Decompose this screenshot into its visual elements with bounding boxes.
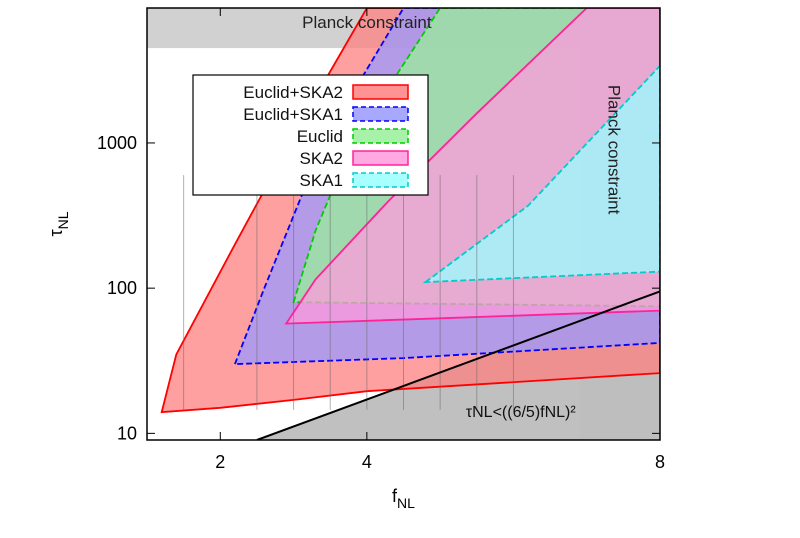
y-tick-label: 100 <box>107 278 137 298</box>
legend-label-euclid: Euclid <box>297 127 343 146</box>
legend-label-ska2: SKA2 <box>300 149 343 168</box>
legend-swatch-ska2 <box>352 150 409 166</box>
x-axis-label: fNL <box>392 486 415 511</box>
legend-label-euclid-ska2: Euclid+SKA2 <box>243 83 343 102</box>
x-tick-label: 4 <box>362 452 372 472</box>
x-tick-label: 8 <box>655 452 665 472</box>
y-tick-label: 10 <box>117 423 137 443</box>
y-tick-label: 1000 <box>97 133 137 153</box>
legend-label-ska1: SKA1 <box>300 171 343 190</box>
tau-bound-line <box>256 290 660 440</box>
planck-fnl-constraint-label: Planck constraint <box>605 85 624 215</box>
region-ska1 <box>422 64 660 284</box>
x-tick-label: 2 <box>215 452 225 472</box>
plot-area: Planck constraint Planck constraint τNL<((… <box>147 8 660 440</box>
legend-swatch-euclid-ska1 <box>352 106 409 122</box>
legend-swatch-euclid-ska2 <box>352 84 409 100</box>
legend-label-euclid-ska1: Euclid+SKA1 <box>243 105 343 124</box>
tau-bound-label: τNL<((6/5)fNL)² <box>466 404 577 421</box>
plot-frame <box>146 7 661 441</box>
legend-swatch-ska1 <box>352 172 409 188</box>
planck-tau-constraint-label: Planck constraint <box>302 13 432 32</box>
legend-swatch-euclid <box>352 128 409 144</box>
y-axis-label: τNL <box>46 211 71 236</box>
